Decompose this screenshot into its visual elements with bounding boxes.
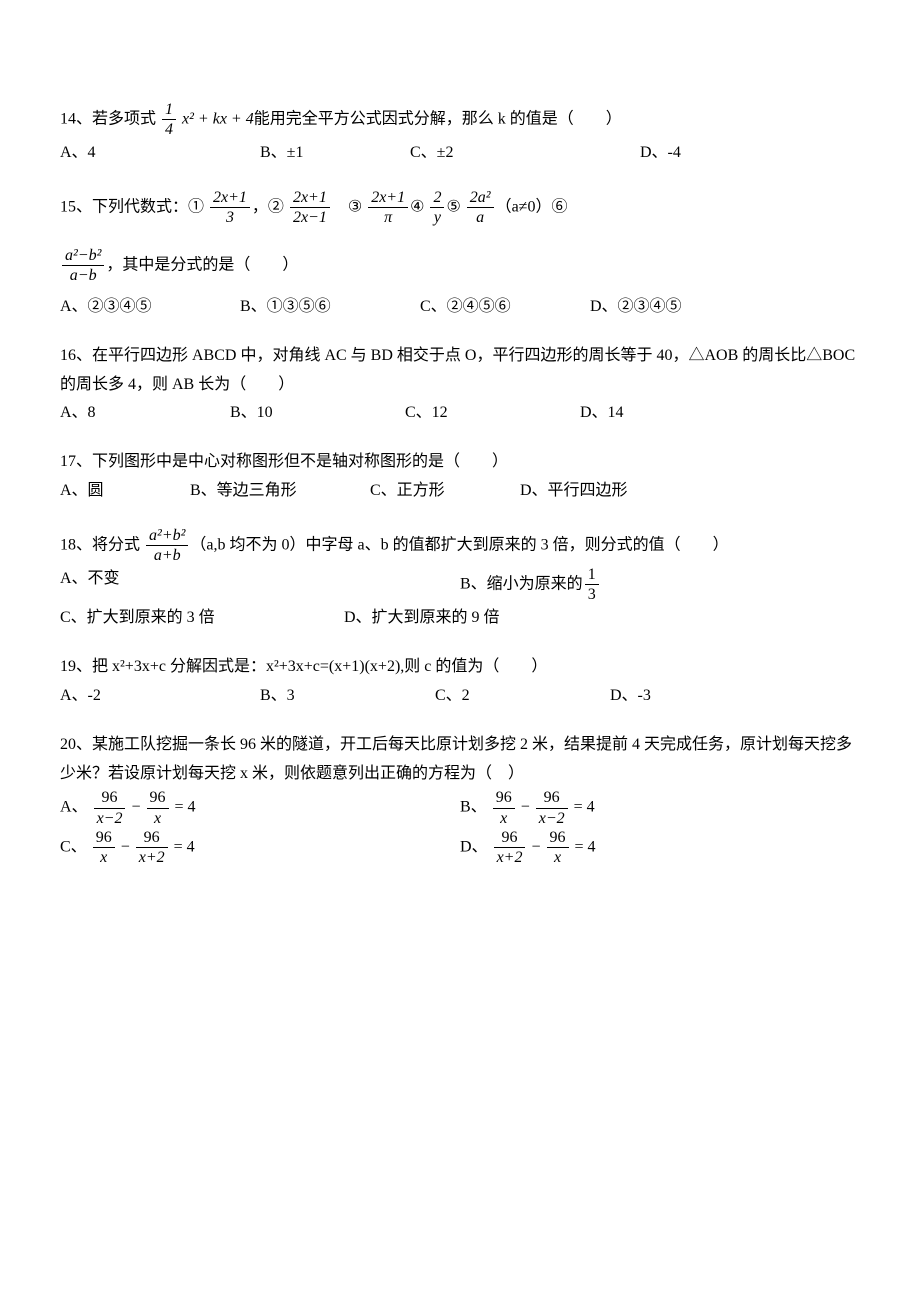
q18-num: 18 (60, 536, 76, 553)
frac-a2: 96x (147, 788, 169, 827)
q18-opts-row2: C、扩大到原来的 3 倍 D、扩大到原来的 9 倍 (60, 604, 860, 633)
q16-opt-d: D、14 (580, 399, 624, 428)
fraction-5: 2a²a (467, 188, 494, 227)
q16-opt-b: B、10 (230, 399, 405, 428)
q20-opts-row1: A、 96x−2 − 96x = 4 B、 96x − 96x−2 = 4 (60, 788, 860, 827)
frac-a1: 96x−2 (94, 788, 126, 827)
q20-num: 20 (60, 736, 76, 753)
q17-opt-d: D、平行四边形 (520, 477, 628, 506)
q14-opt-b: B、±1 (260, 139, 410, 168)
question-16: 16、在平行四边形 ABCD 中，对角线 AC 与 BD 相交于点 O，平行四边… (60, 342, 860, 428)
fraction-4: 2y (430, 188, 444, 227)
q20-stem: 20、某施工队挖掘一条长 96 米的隧道，开工后每天比原计划多挖 2 米，结果提… (60, 731, 860, 789)
q20-opt-a: A、 96x−2 − 96x = 4 (60, 788, 460, 827)
q15-opt-a: A、②③④⑤ (60, 293, 240, 322)
q15-opt-d: D、②③④⑤ (590, 293, 682, 322)
q18-opt-a: A、不变 (60, 565, 460, 604)
q19-options: A、-2 B、3 C、2 D、-3 (60, 682, 860, 711)
fraction-1: 2x+13 (210, 188, 250, 227)
q19-opt-c: C、2 (435, 682, 610, 711)
q15-opt-b: B、①③⑤⑥ (240, 293, 420, 322)
q19-opt-d: D、-3 (610, 682, 651, 711)
q14-opt-a: A、4 (60, 139, 260, 168)
q17-stem: 17、下列图形中是中心对称图形但不是轴对称图形的是（ ） (60, 448, 860, 477)
fraction-3: 2x+1π (368, 188, 408, 227)
q14-opt-d: D、-4 (640, 139, 681, 168)
fraction-one-fourth: 14 (162, 100, 176, 139)
frac-c2: 96x+2 (136, 828, 168, 867)
q20-opt-b: B、 96x − 96x−2 = 4 (460, 788, 860, 827)
question-19: 19、把 x²+3x+c 分解因式是：x²+3x+c=(x+1)(x+2),则 … (60, 653, 860, 711)
q19-stem: 19、把 x²+3x+c 分解因式是：x²+3x+c=(x+1)(x+2),则 … (60, 653, 860, 682)
question-15: 15、下列代数式：① 2x+13，② 2x+12x−1 ③ 2x+1π④ 2y⑤… (60, 188, 860, 322)
q20-opt-d: D、 96x+2 − 96x = 4 (460, 828, 860, 867)
q14-options: A、4 B、±1 C、±2 D、-4 (60, 139, 860, 168)
q18-stem: 18、将分式 a²+b²a+b（a,b 均不为 0）中字母 a、b 的值都扩大到… (60, 526, 860, 565)
q14-stem: 14、若多项式 14 x² + kx + 4能用完全平方公式因式分解，那么 k … (60, 100, 860, 139)
question-17: 17、下列图形中是中心对称图形但不是轴对称图形的是（ ） A、圆 B、等边三角形… (60, 448, 860, 506)
q17-opt-a: A、圆 (60, 477, 190, 506)
q14-num: 14 (60, 110, 76, 127)
q19-opt-a: A、-2 (60, 682, 260, 711)
frac-d2: 96x (547, 828, 569, 867)
q17-opt-b: B、等边三角形 (190, 477, 370, 506)
q20-opts-row2: C、 96x − 96x+2 = 4 D、 96x+2 − 96x = 4 (60, 828, 860, 867)
fraction-q18: a²+b²a+b (146, 526, 188, 565)
q15-opt-c: C、②④⑤⑥ (420, 293, 590, 322)
q14-opt-c: C、±2 (410, 139, 640, 168)
q16-opt-c: C、12 (405, 399, 580, 428)
fraction-6: a²−b²a−b (62, 246, 104, 285)
question-18: 18、将分式 a²+b²a+b（a,b 均不为 0）中字母 a、b 的值都扩大到… (60, 526, 860, 634)
q18-opt-c: C、扩大到原来的 3 倍 (60, 604, 340, 633)
q15-stem-line1: 15、下列代数式：① 2x+13，② 2x+12x−1 ③ 2x+1π④ 2y⑤… (60, 188, 860, 227)
q19-num: 19 (60, 658, 76, 675)
q15-options: A、②③④⑤ B、①③⑤⑥ C、②④⑤⑥ D、②③④⑤ (60, 293, 860, 322)
question-20: 20、某施工队挖掘一条长 96 米的隧道，开工后每天比原计划多挖 2 米，结果提… (60, 731, 860, 867)
q16-opt-a: A、8 (60, 399, 230, 428)
q15-num: 15 (60, 199, 76, 216)
frac-b1: 96x (493, 788, 515, 827)
frac-d1: 96x+2 (494, 828, 526, 867)
frac-b2: 96x−2 (536, 788, 568, 827)
q17-options: A、圆 B、等边三角形 C、正方形 D、平行四边形 (60, 477, 860, 506)
question-14: 14、若多项式 14 x² + kx + 4能用完全平方公式因式分解，那么 k … (60, 100, 860, 168)
q16-options: A、8 B、10 C、12 D、14 (60, 399, 860, 428)
q18-opt-d: D、扩大到原来的 9 倍 (344, 604, 500, 633)
q17-opt-c: C、正方形 (370, 477, 520, 506)
fraction-2: 2x+12x−1 (290, 188, 330, 227)
q18-opts-row1: A、不变 B、缩小为原来的13 (60, 565, 860, 604)
q19-opt-b: B、3 (260, 682, 435, 711)
fraction-one-third: 13 (585, 565, 599, 604)
frac-c1: 96x (93, 828, 115, 867)
q15-stem-line2: a²−b²a−b，其中是分式的是（ ） (60, 246, 860, 285)
q18-opt-b: B、缩小为原来的13 (460, 565, 860, 604)
q16-stem: 16、在平行四边形 ABCD 中，对角线 AC 与 BD 相交于点 O，平行四边… (60, 342, 860, 400)
q16-num: 16 (60, 347, 76, 364)
q17-num: 17 (60, 453, 76, 470)
q20-opt-c: C、 96x − 96x+2 = 4 (60, 828, 460, 867)
